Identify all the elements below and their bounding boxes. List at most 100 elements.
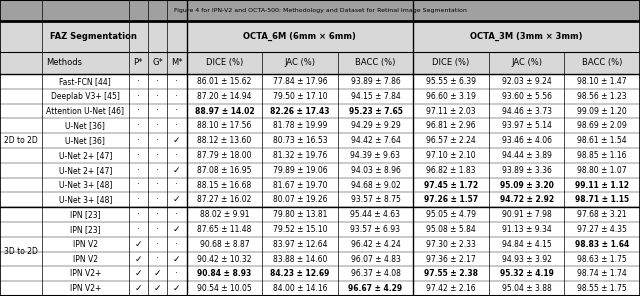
Text: FAZ Segmentation: FAZ Segmentation <box>50 32 137 41</box>
Text: 86.01 ± 15.62: 86.01 ± 15.62 <box>197 77 252 86</box>
Text: U-Net [36]: U-Net [36] <box>65 136 105 145</box>
Text: 84.23 ± 12.69: 84.23 ± 12.69 <box>270 269 330 278</box>
Text: IPN [23]: IPN [23] <box>70 210 100 219</box>
Text: 83.97 ± 12.64: 83.97 ± 12.64 <box>273 240 327 249</box>
Text: 87.79 ± 18.00: 87.79 ± 18.00 <box>197 151 252 160</box>
Text: 94.15 ± 7.84: 94.15 ± 7.84 <box>351 92 401 101</box>
Text: 81.67 ± 19.70: 81.67 ± 19.70 <box>273 181 327 189</box>
Text: ✓: ✓ <box>154 269 161 278</box>
Text: 87.20 ± 14.94: 87.20 ± 14.94 <box>197 92 252 101</box>
Text: Methods: Methods <box>46 58 83 67</box>
Text: 93.46 ± 4.06: 93.46 ± 4.06 <box>502 136 552 145</box>
Text: 94.03 ± 8.96: 94.03 ± 8.96 <box>351 166 401 175</box>
Text: 93.89 ± 3.36: 93.89 ± 3.36 <box>502 166 552 175</box>
Text: OCTA_3M (3mm × 3mm): OCTA_3M (3mm × 3mm) <box>470 32 583 41</box>
Text: U-Net 3+ [48]: U-Net 3+ [48] <box>58 195 112 204</box>
Text: 96.82 ± 1.83: 96.82 ± 1.83 <box>426 166 476 175</box>
Text: 88.12 ± 13.60: 88.12 ± 13.60 <box>197 136 252 145</box>
Text: 97.27 ± 4.35: 97.27 ± 4.35 <box>577 225 627 234</box>
Text: U-Net [36]: U-Net [36] <box>65 121 105 130</box>
Text: ·: · <box>175 107 179 115</box>
Text: U-Net 3+ [48]: U-Net 3+ [48] <box>58 181 112 189</box>
Text: 96.07 ± 4.83: 96.07 ± 4.83 <box>351 255 401 263</box>
Text: 90.54 ± 10.05: 90.54 ± 10.05 <box>197 284 252 293</box>
Text: DICE (%): DICE (%) <box>433 58 470 67</box>
Text: 90.91 ± 7.98: 90.91 ± 7.98 <box>502 210 552 219</box>
Text: 99.11 ± 1.12: 99.11 ± 1.12 <box>575 181 629 189</box>
Text: ✓: ✓ <box>173 225 180 234</box>
Text: ✓: ✓ <box>134 240 142 249</box>
Text: 93.57 ± 8.75: 93.57 ± 8.75 <box>351 195 401 204</box>
Text: 79.50 ± 17.10: 79.50 ± 17.10 <box>273 92 327 101</box>
Text: 95.32 ± 4.19: 95.32 ± 4.19 <box>500 269 554 278</box>
Text: 88.10 ± 17.56: 88.10 ± 17.56 <box>197 121 252 130</box>
Text: 77.84 ± 17.96: 77.84 ± 17.96 <box>273 77 327 86</box>
Bar <box>0 21 640 52</box>
Text: G*: G* <box>152 58 163 67</box>
Text: 95.09 ± 3.20: 95.09 ± 3.20 <box>500 181 554 189</box>
Text: 82.26 ± 17.43: 82.26 ± 17.43 <box>270 107 330 115</box>
Text: ·: · <box>137 77 140 86</box>
Text: 94.29 ± 9.29: 94.29 ± 9.29 <box>351 121 401 130</box>
Text: U-Net 2+ [47]: U-Net 2+ [47] <box>58 166 112 175</box>
Text: ✓: ✓ <box>173 255 180 263</box>
Text: ·: · <box>156 166 159 175</box>
Text: ·: · <box>137 225 140 234</box>
Text: 97.42 ± 2.16: 97.42 ± 2.16 <box>426 284 476 293</box>
Text: ·: · <box>156 77 159 86</box>
Text: ·: · <box>137 181 140 189</box>
Text: ·: · <box>156 240 159 249</box>
Text: ·: · <box>175 269 179 278</box>
Text: 97.10 ± 2.10: 97.10 ± 2.10 <box>426 151 476 160</box>
Text: ✓: ✓ <box>173 195 180 204</box>
Bar <box>0 0 640 21</box>
Text: 93.57 ± 6.93: 93.57 ± 6.93 <box>351 225 401 234</box>
Text: 96.42 ± 4.24: 96.42 ± 4.24 <box>351 240 401 249</box>
Text: Attention U-Net [46]: Attention U-Net [46] <box>46 107 124 115</box>
Text: 94.68 ± 9.02: 94.68 ± 9.02 <box>351 181 401 189</box>
Text: JAC (%): JAC (%) <box>511 58 542 67</box>
Text: ·: · <box>156 255 159 263</box>
Text: ·: · <box>137 92 140 101</box>
Text: P*: P* <box>134 58 143 67</box>
Text: 92.03 ± 9.24: 92.03 ± 9.24 <box>502 77 552 86</box>
Text: BACC (%): BACC (%) <box>582 58 622 67</box>
Text: 94.44 ± 3.89: 94.44 ± 3.89 <box>502 151 552 160</box>
Text: IPN V2: IPN V2 <box>73 240 98 249</box>
Text: 80.73 ± 16.53: 80.73 ± 16.53 <box>273 136 327 145</box>
Text: ✓: ✓ <box>154 284 161 293</box>
Text: ·: · <box>175 151 179 160</box>
Text: 96.57 ± 2.24: 96.57 ± 2.24 <box>426 136 476 145</box>
Text: 97.30 ± 2.33: 97.30 ± 2.33 <box>426 240 476 249</box>
Text: 93.60 ± 5.56: 93.60 ± 5.56 <box>502 92 552 101</box>
Text: ·: · <box>156 92 159 101</box>
Text: ·: · <box>175 92 179 101</box>
Text: M*: M* <box>171 58 182 67</box>
Text: 88.02 ± 9.91: 88.02 ± 9.91 <box>200 210 249 219</box>
Text: 81.32 ± 19.76: 81.32 ± 19.76 <box>273 151 327 160</box>
Text: Fast-FCN [44]: Fast-FCN [44] <box>60 77 111 86</box>
Text: 91.13 ± 9.34: 91.13 ± 9.34 <box>502 225 552 234</box>
Text: ·: · <box>156 151 159 160</box>
Text: 98.85 ± 1.16: 98.85 ± 1.16 <box>577 151 627 160</box>
Text: ·: · <box>156 195 159 204</box>
Text: ·: · <box>156 121 159 130</box>
Text: 80.07 ± 19.26: 80.07 ± 19.26 <box>273 195 327 204</box>
Text: 90.42 ± 10.32: 90.42 ± 10.32 <box>197 255 252 263</box>
Text: 97.26 ± 1.57: 97.26 ± 1.57 <box>424 195 478 204</box>
Text: 98.10 ± 1.47: 98.10 ± 1.47 <box>577 77 627 86</box>
Text: ✓: ✓ <box>173 284 180 293</box>
Text: 98.74 ± 1.74: 98.74 ± 1.74 <box>577 269 627 278</box>
Text: 95.23 ± 7.65: 95.23 ± 7.65 <box>349 107 403 115</box>
Text: ·: · <box>175 240 179 249</box>
Text: 97.11 ± 2.03: 97.11 ± 2.03 <box>426 107 476 115</box>
Text: ·: · <box>137 107 140 115</box>
Text: 2D to 2D: 2D to 2D <box>4 136 38 145</box>
Text: 87.27 ± 16.02: 87.27 ± 16.02 <box>197 195 252 204</box>
Text: 98.69 ± 2.09: 98.69 ± 2.09 <box>577 121 627 130</box>
Text: 98.83 ± 1.64: 98.83 ± 1.64 <box>575 240 629 249</box>
Text: OCTA_6M (6mm × 6mm): OCTA_6M (6mm × 6mm) <box>243 32 356 41</box>
Text: ·: · <box>175 77 179 86</box>
Text: ✓: ✓ <box>134 269 142 278</box>
Text: 79.80 ± 13.81: 79.80 ± 13.81 <box>273 210 327 219</box>
